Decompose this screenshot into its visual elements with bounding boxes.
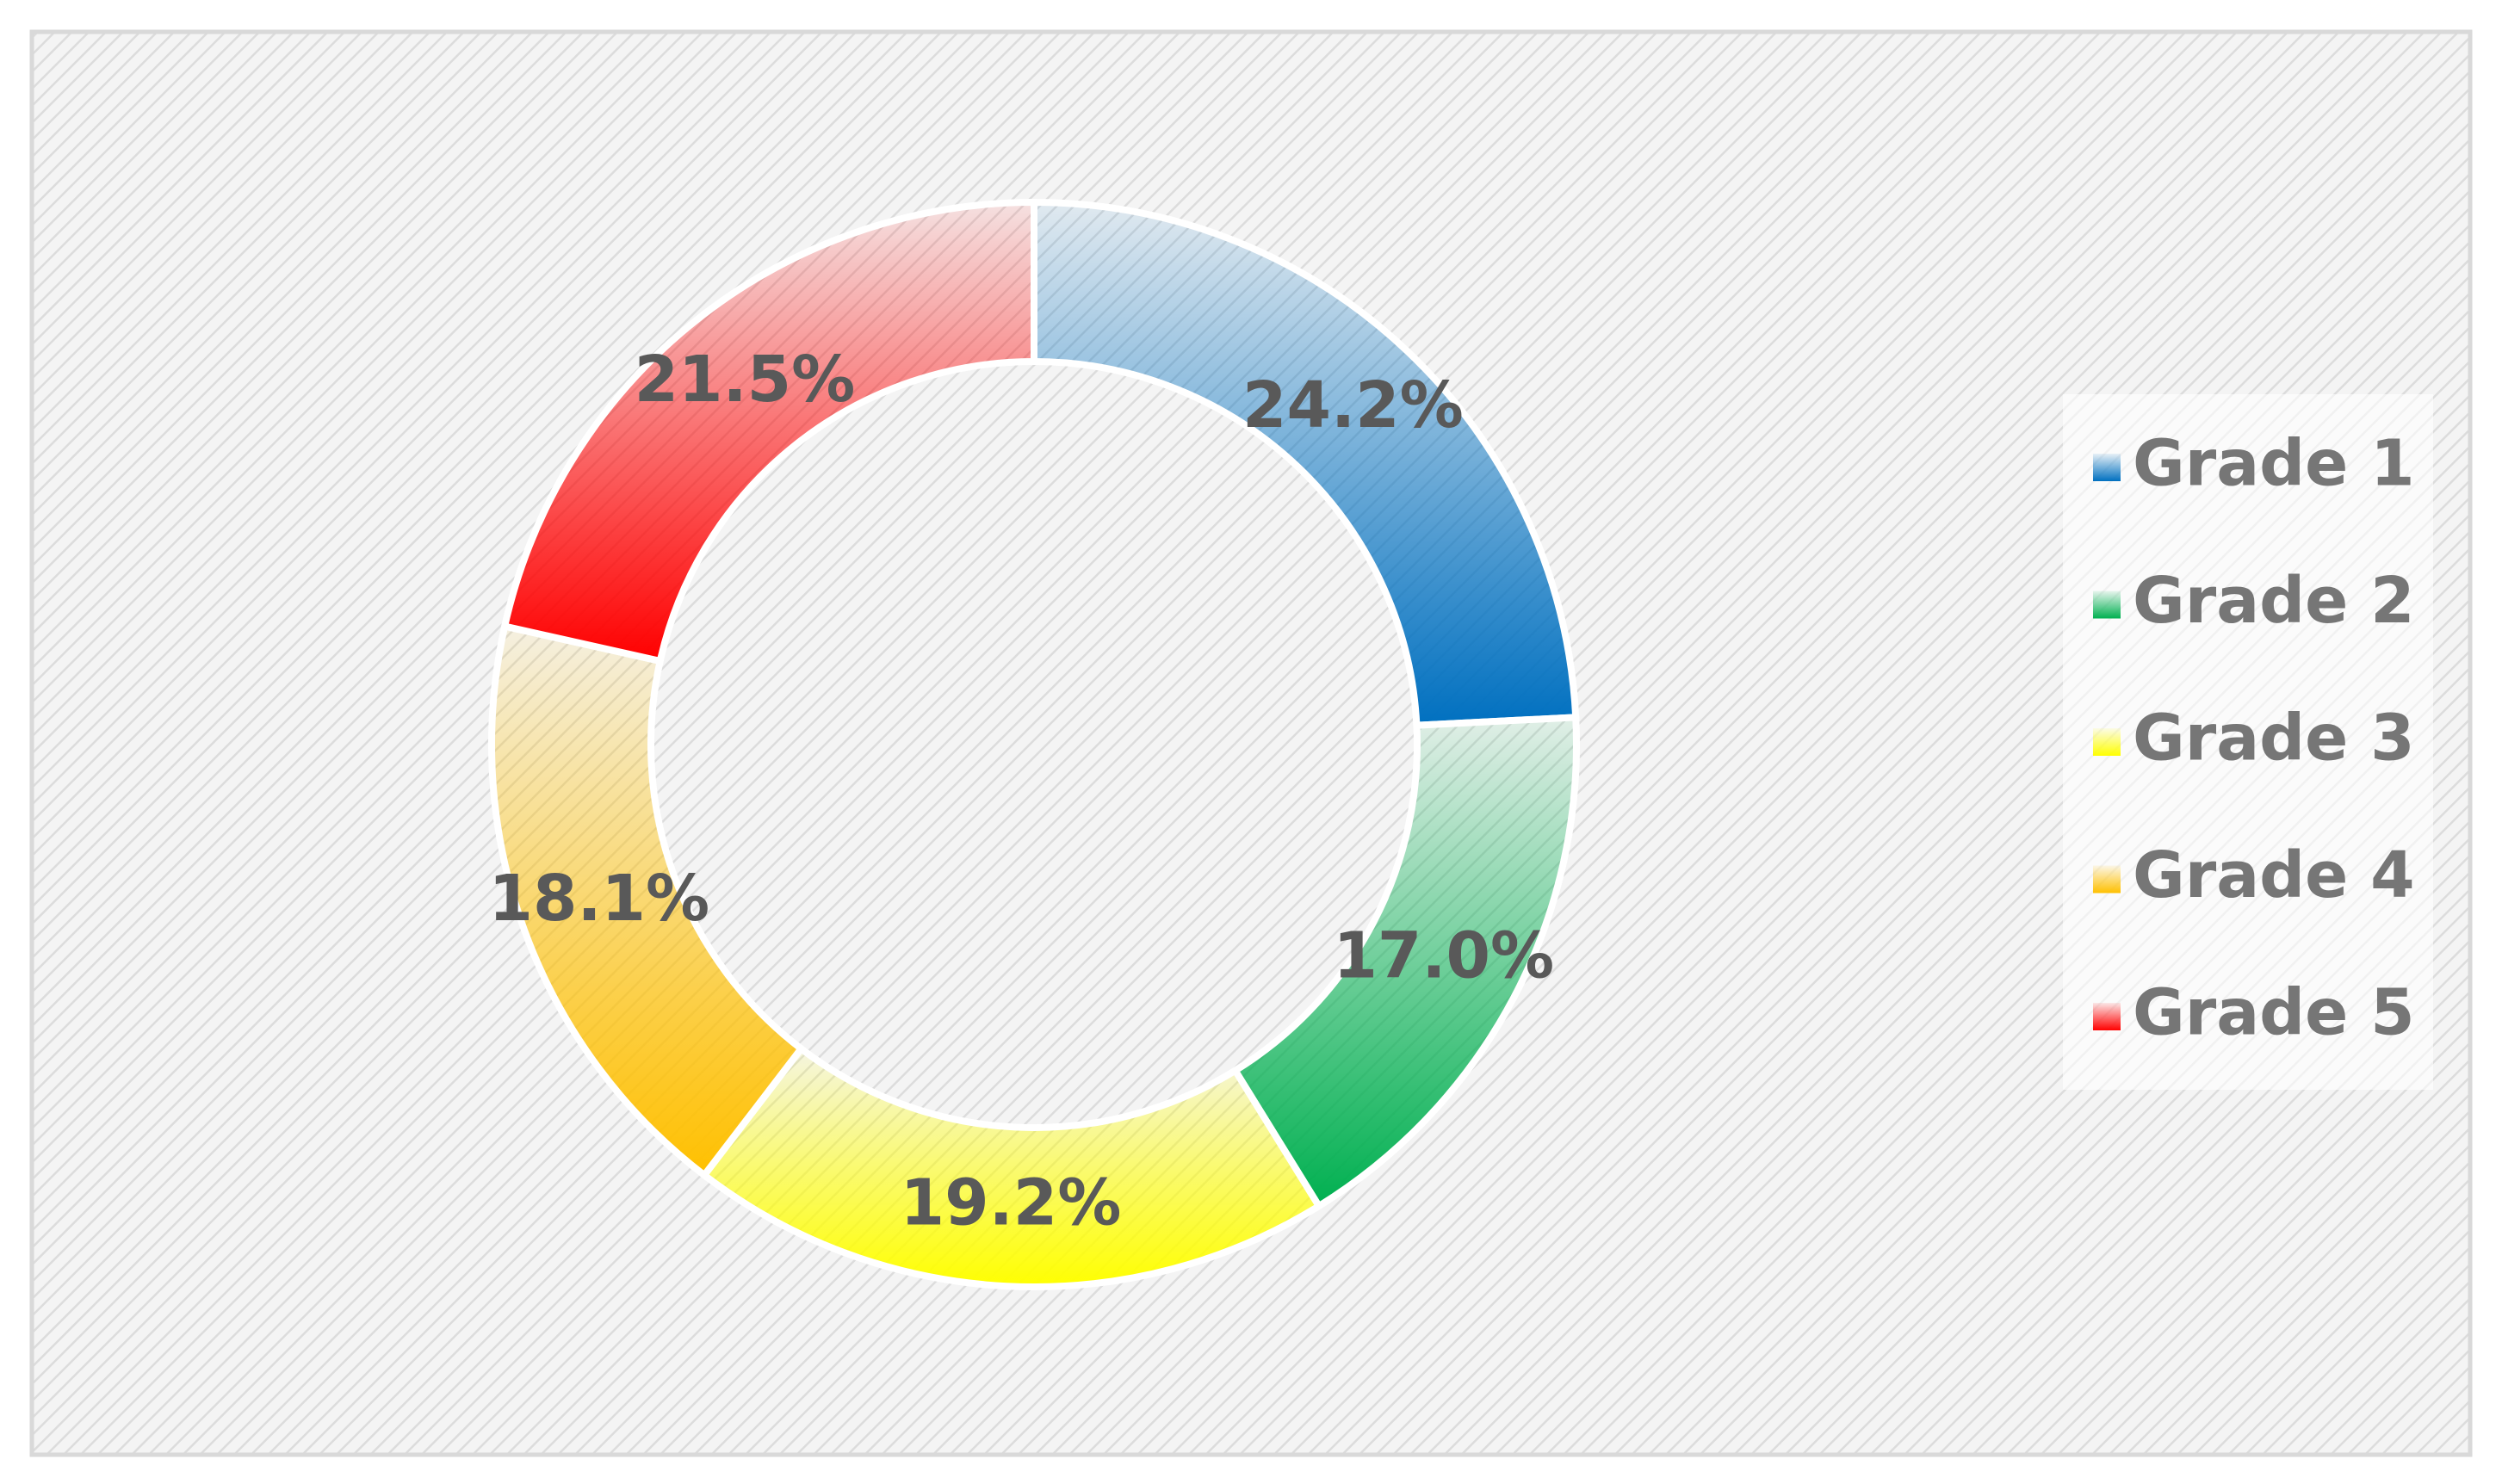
legend-label: Grade 5 [2133, 976, 2415, 1050]
legend-box [2063, 394, 2433, 1090]
data-label: 24.2% [1242, 368, 1464, 442]
legend-swatch [2093, 591, 2121, 619]
donut-segment [488, 621, 807, 1180]
donut-segment [1230, 714, 1580, 1211]
legend-swatch [2093, 865, 2121, 893]
legend-swatch [2093, 454, 2121, 481]
data-label: 18.1% [488, 862, 709, 936]
legend-label: Grade 2 [2133, 564, 2415, 638]
data-label: 21.5% [635, 343, 856, 417]
donut-segment [500, 198, 1037, 665]
data-label: 17.0% [1333, 919, 1554, 993]
legend-label: Grade 1 [2133, 427, 2415, 501]
legend-label: Grade 4 [2133, 838, 2415, 912]
legend-swatch [2093, 1003, 2121, 1030]
legend-label: Grade 3 [2133, 702, 2415, 776]
donut-segment [699, 1043, 1324, 1290]
legend-swatch [2093, 728, 2121, 756]
donut-segment [1031, 198, 1580, 729]
data-label: 19.2% [901, 1166, 1122, 1240]
